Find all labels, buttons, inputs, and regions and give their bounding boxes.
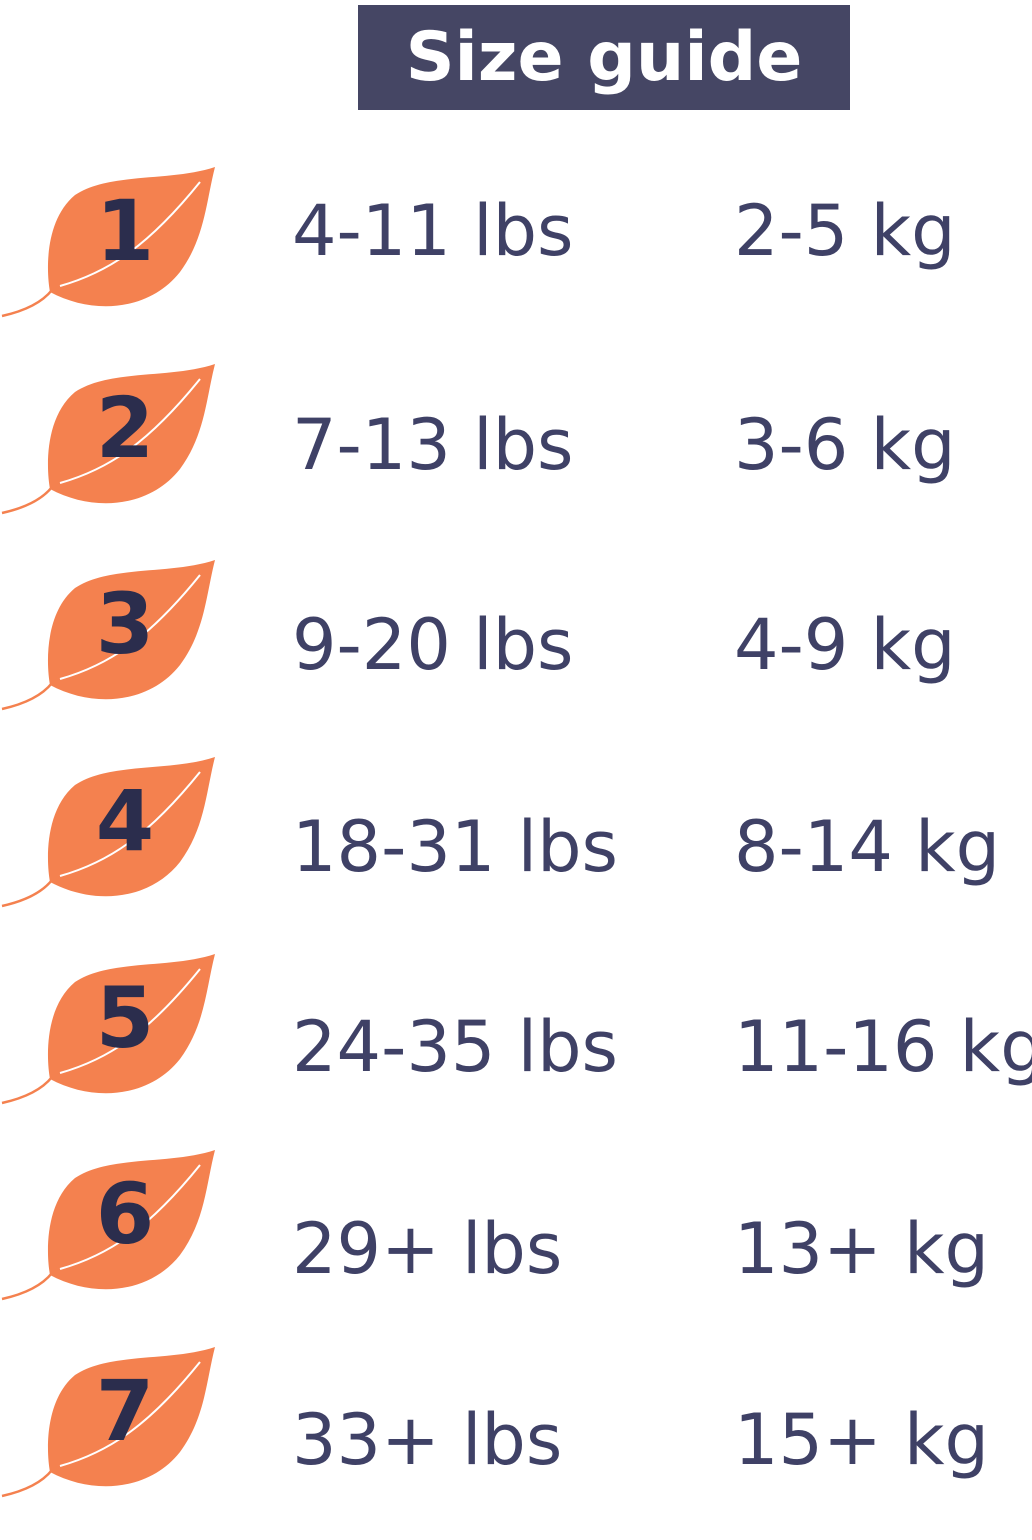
size-guide-title: Size guide <box>358 5 850 110</box>
weight-lbs: 29+ lbs <box>292 1208 563 1290</box>
leaf-icon <box>1 364 215 515</box>
leaf-icon <box>1 560 215 711</box>
size-number: 2 <box>95 379 155 477</box>
weight-kg: 11-16 kg <box>734 1006 1032 1088</box>
size-row: 5 24-35 lbs 11-16 kg <box>0 947 1032 1147</box>
weight-kg: 13+ kg <box>734 1208 989 1290</box>
weight-lbs: 4-11 lbs <box>292 190 574 272</box>
weight-lbs: 24-35 lbs <box>292 1006 619 1088</box>
weight-kg: 3-6 kg <box>734 404 956 486</box>
leaf-icon <box>1 757 215 908</box>
size-row: 6 29+ lbs 13+ kg <box>0 1143 1032 1343</box>
weight-kg: 4-9 kg <box>734 604 956 686</box>
leaf-icon <box>1 167 215 318</box>
weight-lbs: 7-13 lbs <box>292 404 574 486</box>
leaf-icon <box>1 954 215 1105</box>
size-row: 3 9-20 lbs 4-9 kg <box>0 553 1032 753</box>
size-number: 4 <box>95 772 155 870</box>
size-row: 1 4-11 lbs 2-5 kg <box>0 160 1032 360</box>
weight-lbs: 18-31 lbs <box>292 806 619 888</box>
size-number: 6 <box>95 1165 155 1263</box>
size-number: 5 <box>95 969 155 1067</box>
leaf-icon <box>1 1347 215 1498</box>
size-number: 1 <box>95 182 155 280</box>
size-row: 7 33+ lbs 15+ kg <box>0 1340 1032 1540</box>
size-row: 2 7-13 lbs 3-6 kg <box>0 357 1032 557</box>
leaf-icon <box>1 1150 215 1301</box>
weight-kg: 8-14 kg <box>734 806 1001 888</box>
size-row: 4 18-31 lbs 8-14 kg <box>0 750 1032 950</box>
weight-kg: 2-5 kg <box>734 190 956 272</box>
size-number: 3 <box>95 575 155 673</box>
weight-lbs: 33+ lbs <box>292 1399 563 1481</box>
size-number: 7 <box>95 1362 155 1460</box>
weight-kg: 15+ kg <box>734 1399 989 1481</box>
weight-lbs: 9-20 lbs <box>292 604 574 686</box>
